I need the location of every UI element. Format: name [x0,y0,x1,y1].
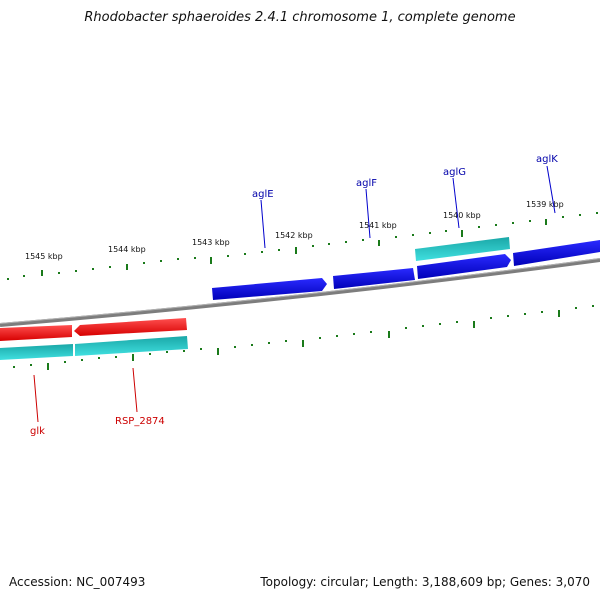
tick-label-1541: 1541 kbp [359,221,397,230]
gene-arrow-aglK[interactable] [513,240,600,266]
cds-feature-reverse-2[interactable] [75,336,188,356]
gene-label-glk[interactable]: glk [30,426,45,437]
gene-label-RSP_2874[interactable]: RSP_2874 [115,416,165,427]
genome-backbone [0,258,600,327]
cds-feature-forward[interactable] [415,237,510,261]
upper-tick-track [7,212,598,280]
gene-label-aglK[interactable]: aglK [536,154,558,165]
tick-label-1544: 1544 kbp [108,245,146,254]
lower-tick-track [13,305,594,370]
tick-label-1540: 1540 kbp [443,211,481,220]
gene-arrow-aglE[interactable] [212,278,327,300]
tick-label-1543: 1543 kbp [192,238,230,247]
accession-text: Accession: NC_007493 [9,575,146,589]
gene-arrow-glk[interactable] [0,325,72,341]
gene-arrow-aglG[interactable] [417,254,511,279]
tick-label-1545: 1545 kbp [25,252,63,261]
gene-label-aglG[interactable]: aglG [443,167,466,178]
gene-arrow-aglF[interactable] [333,268,415,289]
map-title: Rhodobacter sphaeroides 2.4.1 chromosome… [84,10,516,25]
reverse-gene-leaders [33,367,138,423]
gene-arrow-RSP_2874[interactable] [74,318,187,336]
tick-label-1539: 1539 kbp [526,200,564,209]
gene-label-aglE[interactable]: aglE [252,189,274,200]
forward-gene-leaders [260,165,556,249]
cds-feature-reverse-1[interactable] [0,344,73,360]
gene-label-aglF[interactable]: aglF [356,178,377,189]
tick-label-1542: 1542 kbp [275,231,313,240]
genome-summary-text: Topology: circular; Length: 3,188,609 bp… [260,575,590,589]
